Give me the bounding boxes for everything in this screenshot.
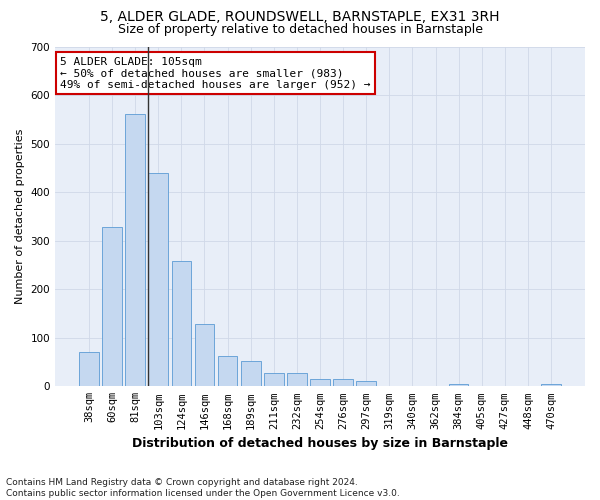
X-axis label: Distribution of detached houses by size in Barnstaple: Distribution of detached houses by size … bbox=[132, 437, 508, 450]
Bar bbox=[334, 379, 353, 386]
Bar bbox=[310, 379, 330, 386]
Text: Contains HM Land Registry data © Crown copyright and database right 2024.
Contai: Contains HM Land Registry data © Crown c… bbox=[6, 478, 400, 498]
Bar bbox=[172, 261, 191, 386]
Bar bbox=[218, 356, 238, 386]
Text: Size of property relative to detached houses in Barnstaple: Size of property relative to detached ho… bbox=[118, 22, 482, 36]
Bar bbox=[449, 384, 469, 386]
Bar bbox=[356, 382, 376, 386]
Bar bbox=[102, 227, 122, 386]
Bar bbox=[264, 372, 284, 386]
Bar bbox=[194, 324, 214, 386]
Bar bbox=[541, 384, 561, 386]
Bar bbox=[125, 114, 145, 386]
Bar bbox=[241, 360, 260, 386]
Y-axis label: Number of detached properties: Number of detached properties bbox=[15, 128, 25, 304]
Text: 5 ALDER GLADE: 105sqm
← 50% of detached houses are smaller (983)
49% of semi-det: 5 ALDER GLADE: 105sqm ← 50% of detached … bbox=[61, 56, 371, 90]
Bar bbox=[79, 352, 99, 386]
Bar bbox=[287, 372, 307, 386]
Bar bbox=[148, 172, 168, 386]
Text: 5, ALDER GLADE, ROUNDSWELL, BARNSTAPLE, EX31 3RH: 5, ALDER GLADE, ROUNDSWELL, BARNSTAPLE, … bbox=[100, 10, 500, 24]
